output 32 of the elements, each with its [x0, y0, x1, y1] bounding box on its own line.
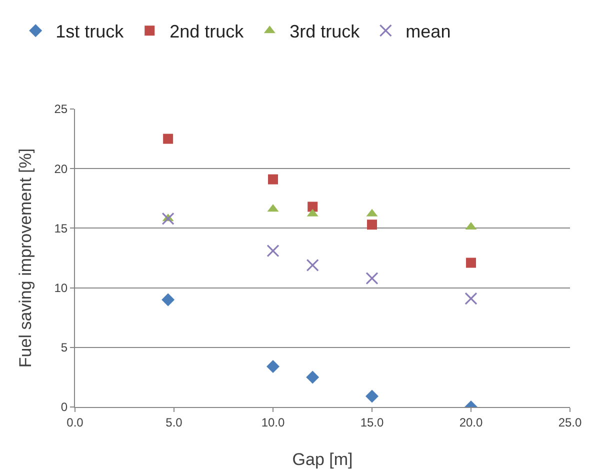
point: [464, 292, 478, 305]
legend-label: 1st truck: [56, 22, 125, 42]
point: [367, 220, 377, 230]
y-tick-label: 20: [54, 162, 68, 176]
point: [308, 202, 318, 212]
x-tick-label: 5.0: [166, 415, 183, 430]
point: [366, 272, 378, 285]
x-tick-label: 0.0: [66, 415, 84, 430]
point: [366, 390, 378, 403]
point: [306, 370, 320, 384]
y-tick-label: 25: [54, 102, 68, 116]
point: [162, 293, 175, 306]
point: [162, 212, 174, 225]
legend-label: mean: [406, 22, 451, 42]
x-tick-label: 15.0: [360, 415, 384, 430]
point: [306, 258, 319, 272]
legend-label: 3rd truck: [290, 22, 361, 42]
y-tick-label: 0: [60, 400, 68, 414]
point: [266, 360, 280, 373]
x-tick-label: 10.0: [261, 415, 285, 430]
x-axis-title: Gap [m]: [292, 450, 353, 469]
y-tick-label: 5: [60, 340, 68, 355]
x-tick-label: 20.0: [459, 415, 483, 430]
legend-label: 2nd truck: [170, 22, 245, 42]
y-tick-label: 15: [54, 221, 68, 236]
point: [268, 174, 278, 184]
point: [466, 258, 476, 268]
x-tick-label: 25.0: [558, 415, 582, 430]
point: [163, 134, 174, 144]
y-tick-label: 10: [54, 281, 68, 295]
y-axis-title: Fuel saving improvement [%]: [16, 148, 35, 368]
point: [266, 244, 280, 258]
